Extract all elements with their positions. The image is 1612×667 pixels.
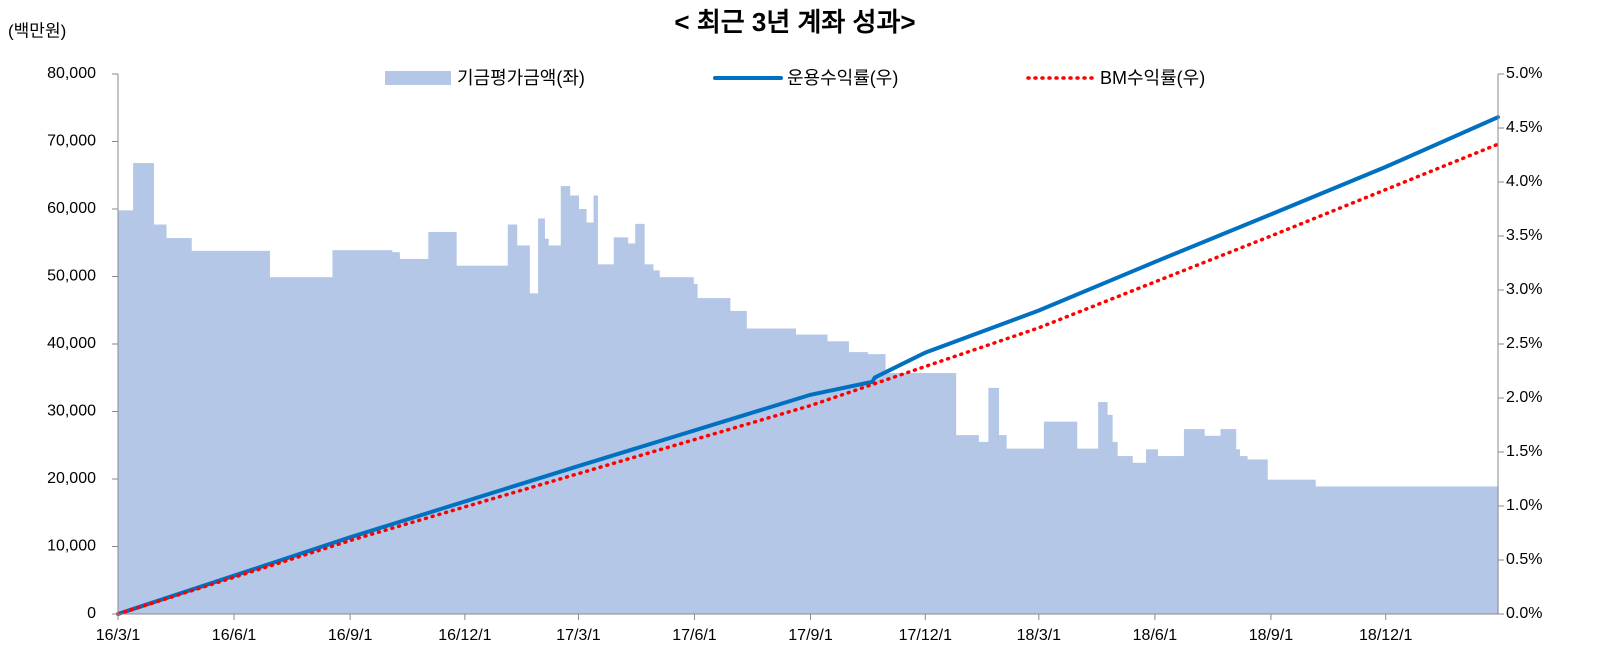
area-step <box>693 283 698 614</box>
area-step <box>118 210 134 614</box>
x-tick-label: 17/9/1 <box>788 627 833 644</box>
y2-tick-label: 4.5% <box>1506 119 1542 136</box>
area-step <box>529 293 539 614</box>
area-step <box>1183 429 1205 614</box>
chart-title: < 최근 3년 계좌 성과> <box>674 7 915 37</box>
y-tick-label: 60,000 <box>47 200 96 217</box>
y2-tick-label: 1.5% <box>1506 443 1542 460</box>
area-step <box>578 209 587 614</box>
y2-tick-label: 3.0% <box>1506 281 1542 298</box>
y-tick-label: 0 <box>87 605 96 622</box>
area-step <box>1235 449 1241 614</box>
area-step <box>1220 429 1237 614</box>
x-tick-label: 18/3/1 <box>1017 627 1062 644</box>
legend-label: BM수익률(우) <box>1100 68 1205 88</box>
area-step <box>538 218 545 614</box>
area-step <box>507 224 518 614</box>
area-step <box>729 310 747 614</box>
x-tick-label: 16/12/1 <box>438 627 491 644</box>
area-step <box>988 387 1000 614</box>
y2-tick-label: 2.5% <box>1506 335 1542 352</box>
area-step <box>826 341 849 614</box>
area-step <box>1117 456 1133 614</box>
area-step <box>597 264 615 614</box>
area-step <box>1246 459 1268 614</box>
area-step <box>1106 414 1113 614</box>
y2-tick-label: 5.0% <box>1506 65 1542 82</box>
x-tick-label: 18/6/1 <box>1133 627 1178 644</box>
area-step <box>1239 456 1248 614</box>
x-tick-label: 18/12/1 <box>1359 627 1412 644</box>
y-tick-label: 70,000 <box>47 133 96 150</box>
y2-tick-label: 2.0% <box>1506 389 1542 406</box>
area-step <box>516 245 530 614</box>
area-step <box>867 354 886 614</box>
area-step <box>1043 421 1078 614</box>
area-step <box>1267 479 1316 614</box>
legend-label: 기금평가금액(좌) <box>457 68 585 88</box>
y-tick-label: 80,000 <box>47 65 96 82</box>
y-tick-label: 40,000 <box>47 335 96 352</box>
area-step <box>593 195 598 614</box>
y2-tick-label: 0.5% <box>1506 551 1542 568</box>
area-step <box>585 222 595 614</box>
y-tick-label: 50,000 <box>47 268 96 285</box>
legend-swatch <box>385 71 451 85</box>
area-step <box>391 252 400 614</box>
y2-tick-label: 1.0% <box>1506 497 1542 514</box>
y2-tick-label: 0.0% <box>1506 605 1542 622</box>
area-step <box>133 163 154 614</box>
x-tick-label: 16/3/1 <box>96 627 141 644</box>
area-step <box>399 258 429 614</box>
y2-tick-label: 4.0% <box>1506 173 1542 190</box>
area-step <box>848 352 868 614</box>
area-step <box>153 224 167 614</box>
x-tick-label: 17/3/1 <box>556 627 601 644</box>
area-step <box>1315 486 1499 614</box>
area-step <box>544 238 549 614</box>
area-step <box>998 435 1007 614</box>
area-step <box>569 195 580 614</box>
x-tick-label: 18/9/1 <box>1249 627 1294 644</box>
area-step <box>696 298 731 614</box>
area-step <box>635 223 645 614</box>
area-step <box>165 238 192 614</box>
y-tick-label: 10,000 <box>47 538 96 555</box>
area-step <box>1157 456 1185 614</box>
area-step <box>1006 448 1045 614</box>
area-step <box>332 250 393 615</box>
area-step <box>1112 441 1118 614</box>
legend-label: 운용수익률(우) <box>787 68 898 88</box>
area-step <box>560 186 571 615</box>
area-step <box>548 245 562 614</box>
x-tick-label: 17/12/1 <box>899 627 952 644</box>
area-step <box>191 250 270 614</box>
area-step <box>955 435 979 614</box>
area-step <box>795 334 828 614</box>
area-step <box>746 328 796 614</box>
area-step <box>978 441 989 614</box>
area-step <box>269 277 334 614</box>
area-step <box>644 264 654 614</box>
y-tick-label: 30,000 <box>47 403 96 420</box>
x-tick-label: 17/6/1 <box>672 627 717 644</box>
line-series <box>116 142 1500 616</box>
line-series <box>116 115 1500 616</box>
area-step <box>1204 435 1222 614</box>
area-step <box>1076 448 1099 614</box>
x-tick-label: 16/6/1 <box>212 627 257 644</box>
area-step <box>884 373 957 614</box>
area-step <box>613 237 629 614</box>
area-step <box>1132 462 1147 614</box>
area-step <box>1098 402 1108 614</box>
area-step <box>456 265 509 614</box>
area-step <box>627 243 636 615</box>
y2-tick-label: 3.5% <box>1506 227 1542 244</box>
y-tick-label: 20,000 <box>47 470 96 487</box>
y-axis-unit: (백만원) <box>8 21 66 40</box>
area-step <box>428 231 457 614</box>
area-step <box>1146 449 1159 614</box>
x-tick-label: 16/9/1 <box>328 627 373 644</box>
